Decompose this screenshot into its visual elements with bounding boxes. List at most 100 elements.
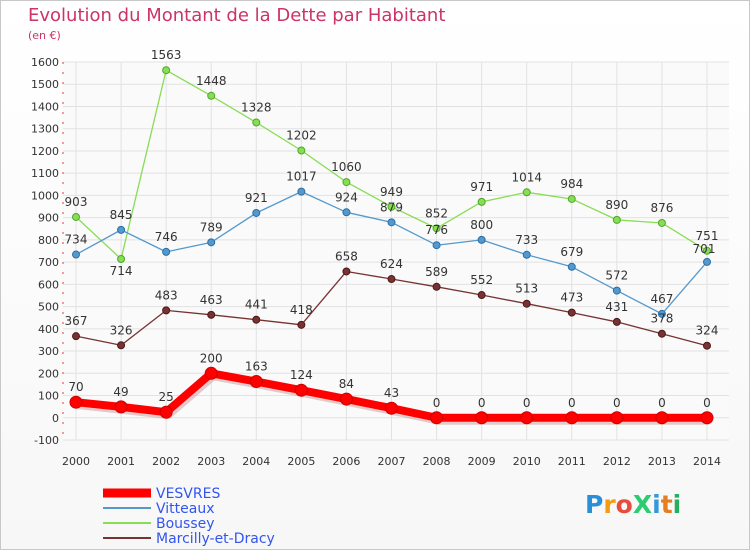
y-tick-label: 400 [38, 323, 59, 336]
data-point [387, 218, 396, 227]
x-tick-label: 2003 [197, 455, 225, 468]
y-tick-label: 300 [38, 345, 59, 358]
data-point [610, 411, 624, 425]
data-label: 378 [650, 312, 673, 326]
y-tick-label: 1600 [31, 56, 59, 69]
data-point [204, 366, 218, 380]
data-label: 776 [425, 223, 448, 237]
data-label: 1448 [196, 74, 227, 88]
chart-title: Evolution du Montant de la Dette par Hab… [28, 5, 446, 26]
data-label: 572 [605, 269, 628, 283]
data-label: 0 [658, 396, 666, 410]
logo-letter: X [632, 490, 653, 519]
plot-area [63, 62, 729, 440]
x-tick-label: 2014 [693, 455, 721, 468]
data-label: 513 [515, 282, 538, 296]
data-point [475, 411, 489, 425]
y-tick-label: 600 [38, 278, 59, 291]
logo-letter: r [603, 490, 616, 519]
data-point [339, 392, 353, 406]
data-point [72, 250, 80, 259]
y-tick-label: 1100 [31, 167, 59, 180]
data-label: 49 [113, 385, 128, 399]
series-layer [69, 66, 714, 425]
data-label: 25 [159, 390, 174, 404]
data-point [342, 178, 351, 187]
data-point [522, 250, 531, 259]
data-point [387, 275, 396, 284]
data-label: 984 [560, 177, 583, 191]
data-point [612, 215, 621, 224]
logo-letter: o [615, 490, 633, 519]
data-label: 624 [380, 257, 403, 271]
data-point [703, 257, 711, 266]
data-label: 746 [155, 230, 178, 244]
y-tick-label: 900 [38, 212, 59, 225]
data-label: 714 [110, 264, 133, 278]
data-label: 879 [380, 200, 403, 214]
data-label: 70 [68, 380, 83, 394]
data-label: 324 [696, 324, 719, 338]
data-label: 701 [693, 242, 716, 256]
data-label: 949 [380, 185, 403, 199]
data-label: 734 [65, 233, 88, 247]
data-point [117, 341, 126, 350]
x-tick-label: 2011 [558, 455, 586, 468]
data-label: 467 [650, 292, 673, 306]
data-label: 463 [200, 293, 223, 307]
data-label: 658 [335, 249, 358, 263]
data-point [565, 411, 579, 425]
data-label: 733 [515, 233, 538, 247]
data-point [207, 91, 216, 100]
data-point [159, 405, 173, 419]
data-point [249, 375, 263, 389]
data-point [655, 411, 669, 425]
legend-item-vesvres: VESVRES [103, 486, 220, 502]
x-tick-label: 2006 [332, 455, 360, 468]
data-point [432, 241, 441, 250]
data-label: 0 [613, 396, 621, 410]
data-label: 789 [200, 220, 223, 234]
data-point [657, 329, 666, 338]
data-label: 483 [155, 288, 178, 302]
data-point [252, 118, 261, 127]
data-point [477, 197, 486, 206]
y-tick-label: 0 [52, 412, 59, 425]
logo-letter: i [672, 490, 682, 519]
data-point [342, 208, 351, 217]
legend-label: VESVRES [156, 486, 220, 502]
data-point [612, 317, 621, 326]
data-label: 367 [65, 314, 88, 328]
grid [63, 61, 729, 441]
data-label: 552 [470, 273, 493, 287]
y-tick-label: 700 [38, 256, 59, 269]
data-point [69, 395, 83, 409]
data-label: 1563 [151, 48, 182, 62]
data-label: 43 [384, 386, 399, 400]
y-tick-label: 800 [38, 234, 59, 247]
y-tick-label: 1300 [31, 123, 59, 136]
logo-letter: P [585, 490, 604, 519]
data-label: 163 [245, 360, 268, 374]
data-point [657, 218, 666, 227]
data-label: 921 [245, 191, 268, 205]
data-label: 845 [110, 208, 133, 222]
data-point [162, 247, 171, 256]
data-point [114, 400, 128, 414]
data-point [297, 187, 306, 196]
x-tick-label: 2001 [107, 455, 135, 468]
data-label: 0 [703, 396, 711, 410]
data-label: 1014 [511, 170, 542, 184]
proxiti-logo: ProXiti [585, 490, 681, 519]
data-point [387, 202, 396, 211]
data-label: 0 [433, 396, 441, 410]
data-point [432, 282, 441, 291]
data-label: 431 [605, 300, 628, 314]
logo-letter: t [660, 490, 673, 519]
legend-item-boussey: Boussey [103, 516, 215, 532]
y-tick-label: 1000 [31, 189, 59, 202]
data-point [342, 267, 351, 276]
data-label: 1328 [241, 100, 272, 114]
